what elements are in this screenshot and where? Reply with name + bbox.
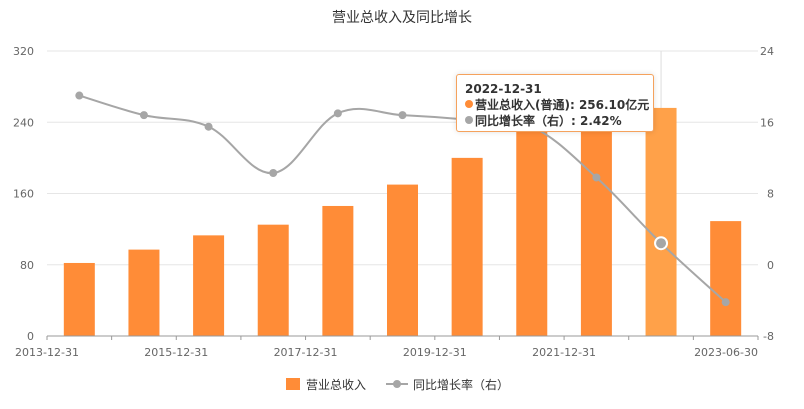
revenue-bar[interactable] xyxy=(257,224,289,336)
revenue-bar[interactable] xyxy=(580,113,612,336)
growth-point[interactable] xyxy=(75,91,84,100)
x-tick-label: 2017-12-31 xyxy=(274,346,338,359)
legend-revenue-swatch xyxy=(286,378,300,390)
revenue-bar[interactable] xyxy=(645,107,677,336)
tooltip-growth-row: 同比增长率（右）: 2.42% xyxy=(465,113,645,129)
growth-dot-icon xyxy=(465,116,473,124)
tooltip-revenue-row: 营业总收入(普通): 256.10亿元 xyxy=(465,97,649,113)
legend-revenue-label: 营业总收入 xyxy=(306,378,366,392)
growth-point-highlighted[interactable] xyxy=(654,236,669,251)
y-left-tick-label: 80 xyxy=(20,259,34,272)
y-right-tick-label: 0 xyxy=(767,259,774,272)
revenue-bar[interactable] xyxy=(322,205,354,336)
growth-point[interactable] xyxy=(721,298,730,307)
revenue-bar[interactable] xyxy=(387,184,418,336)
y-left-tick-label: 160 xyxy=(13,188,34,201)
growth-point[interactable] xyxy=(204,122,213,131)
x-tick-label: 2019-12-31 xyxy=(403,346,467,359)
y-right-tick-label: -8 xyxy=(763,330,774,343)
y-right-tick-label: 8 xyxy=(767,188,774,201)
growth-point[interactable] xyxy=(139,111,148,120)
legend-growth-marker-icon xyxy=(393,380,401,388)
x-tick-label: 2023-06-30 xyxy=(694,346,758,359)
legend[interactable]: 营业总收入 同比增长率（右） xyxy=(286,377,509,392)
growth-point[interactable] xyxy=(592,173,601,182)
tooltip: 2022-12-31 营业总收入(普通): 256.10亿元 同比增长率（右）:… xyxy=(456,74,654,132)
revenue-bar[interactable] xyxy=(128,249,160,336)
y-right-tick-label: 16 xyxy=(760,116,774,129)
growth-point[interactable] xyxy=(398,111,407,120)
revenue-bar[interactable] xyxy=(193,235,225,336)
revenue-bar[interactable] xyxy=(451,157,483,336)
growth-point[interactable] xyxy=(269,169,278,178)
revenue-bar[interactable] xyxy=(63,262,95,336)
tooltip-growth-value: 同比增长率（右）: 2.42% xyxy=(475,114,622,128)
y-left-tick-label: 0 xyxy=(27,330,34,343)
revenue-dot-icon xyxy=(465,100,473,108)
y-right-tick-label: 24 xyxy=(760,45,774,58)
revenue-bar[interactable] xyxy=(516,125,548,336)
y-left-tick-label: 320 xyxy=(13,45,34,58)
revenue-bar[interactable] xyxy=(710,221,742,336)
x-tick-label: 2013-12-31 xyxy=(15,346,79,359)
revenue-bars[interactable] xyxy=(63,107,742,336)
chart-title: 营业总收入及同比增长 xyxy=(332,10,472,26)
y-left-tick-label: 240 xyxy=(13,116,34,129)
legend-growth-label: 同比增长率（右） xyxy=(413,377,509,392)
tooltip-revenue-value: 营业总收入(普通): 256.10亿元 xyxy=(475,98,650,112)
x-tick-label: 2015-12-31 xyxy=(144,346,208,359)
x-tick-label: 2021-12-31 xyxy=(532,346,596,359)
growth-point[interactable] xyxy=(333,109,342,118)
axes: 0 -8 80 0 160 8 240 16 320 24 2013-12-31 2015-12-31… xyxy=(13,45,774,359)
tooltip-date: 2022-12-31 xyxy=(465,82,542,96)
